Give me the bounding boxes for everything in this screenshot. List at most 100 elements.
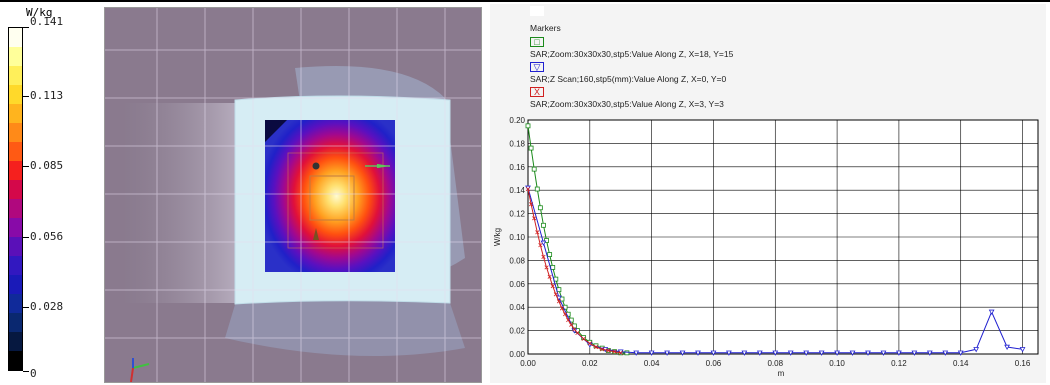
data-point [834,350,840,356]
data-point [679,350,686,356]
colorbar-tick-label: 0.056 [30,230,64,243]
colorbar-unit-label: W/kg [26,6,53,19]
colorbar-segment [9,123,22,143]
y-tick-label: 0.06 [509,280,525,289]
data-point [624,350,630,356]
colorbar [8,27,23,371]
sar-3d-canvas [105,8,481,382]
data-point [572,327,577,332]
data-point [534,186,540,192]
data-point [547,252,553,257]
data-point [612,349,617,354]
data-point [772,350,779,356]
zoom-scan-outer [287,152,384,249]
x-tick-label: 0.12 [891,359,907,368]
x-tick-label: 0.16 [1015,359,1031,368]
data-point [535,230,540,235]
data-point [581,336,586,341]
colorbar-tick-label: 0.028 [30,300,64,313]
series-line [527,188,621,354]
data-point [525,123,531,129]
colorbar-segment [9,351,22,371]
y-tick-label: 0.14 [509,186,525,195]
colorbar-segment [9,142,22,162]
data-point [600,347,605,352]
data-point [575,330,580,336]
data-point [741,350,748,356]
y-tick-label: 0.04 [509,303,525,312]
colorbar-segment [9,180,22,200]
zoom-scan-box [309,175,355,221]
colorbar-unit: W/kg [26,7,53,18]
data-point [547,274,552,279]
data-point [1019,347,1026,353]
data-point [532,216,537,221]
data-point [559,306,565,311]
colorbar-segment [9,218,22,238]
y-axis-label: W/kg [493,228,502,246]
colorbar-segment [9,332,22,352]
sar-3d-view[interactable] [104,7,482,383]
data-point [556,299,561,304]
data-point [550,265,556,270]
data-point [865,350,871,356]
data-point [538,243,543,248]
colorbar-tick [23,237,29,238]
data-point [569,322,574,327]
data-point [587,341,592,346]
data-point [756,350,763,356]
data-point [563,312,568,317]
data-point [818,350,825,356]
y-tick-label: 0.18 [509,139,525,148]
x-tick-label: 0.06 [706,359,722,368]
colorbar-tick [23,371,29,372]
colorbar-segment [9,313,22,333]
colorbar-segment [9,161,22,181]
x-tick-label: 0.00 [520,359,536,368]
y-tick-label: 0.10 [509,233,525,242]
probe-marker [312,162,320,170]
data-point [695,350,701,356]
colorbar-tick [23,96,29,97]
colorbar-segment [9,47,22,67]
data-point [541,254,546,259]
data-point [1004,344,1010,351]
x-tick-label: 0.04 [644,359,660,368]
data-point [648,350,655,356]
colorbar-tick [23,166,29,167]
legend-series-3: SAR;Zoom:30x30x30,stp5:Value Along Z, X=… [530,99,724,109]
legend-series-2: SAR;Z Scan;160,stp5(mm):Value Along Z, X… [530,74,727,84]
sar-z-plot-panel: Markers □ SAR;Zoom:30x30x30,stp5:Value A… [490,4,1046,383]
data-point [664,350,670,356]
data-point [710,350,717,356]
y-tick-label: 0.08 [509,256,525,265]
data-point [550,284,555,289]
colorbar-segment [9,256,22,276]
data-point [593,344,599,350]
y-tick-label: 0.16 [509,163,525,172]
data-point [957,350,964,356]
legend-header: Markers [530,23,561,33]
legend-blank-swatch [530,6,544,16]
colorbar-segment [9,199,22,219]
x-tick-label: 0.14 [953,359,969,368]
data-point [942,350,949,356]
top-border-line [0,0,1050,2]
y-tick-label: 0.12 [509,210,525,219]
data-point [537,205,543,211]
sar-line-chart: 0.00 0.02 0.04 0.06 0.08 0.10 0.12 0.14 0.16 0.00… [493,116,1039,378]
y-tick-label: 0.20 [509,116,525,125]
x-tick-label: 0.02 [582,359,598,368]
data-point [525,186,531,192]
data-point [553,292,558,297]
data-point [803,350,810,356]
data-point [618,350,623,355]
phantom-side [125,103,245,303]
colorbar-segment [9,85,22,105]
data-point [787,350,794,356]
colorbar-segment [9,294,22,314]
data-point [633,350,640,356]
x-axis-label: m [778,369,785,378]
data-point [849,350,856,356]
data-point [528,145,534,151]
